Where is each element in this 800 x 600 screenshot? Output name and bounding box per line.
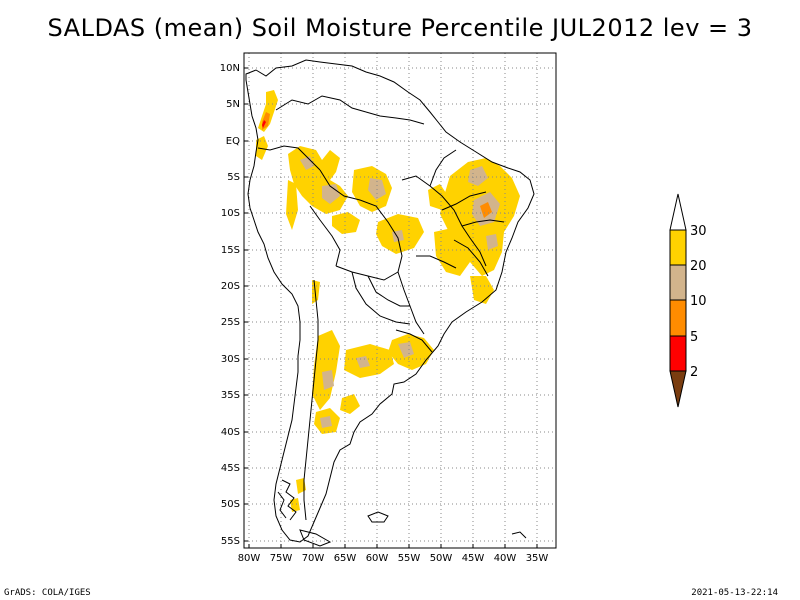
lat-label: EQ — [226, 136, 240, 147]
latitude-labels: 10N 5N EQ 5S 10S 15S 20S 25S 30S 35S 40S… — [220, 63, 240, 547]
map-title: SALDAS (mean) Soil Moisture Percentile J… — [47, 14, 753, 42]
lat-label: 35S — [221, 390, 240, 401]
border-paraguay — [367, 275, 410, 307]
lon-label: 75W — [270, 553, 293, 564]
lon-label: 40W — [494, 553, 517, 564]
colorbar: 2 5 10 20 30 — [669, 193, 707, 408]
shade-rondonia — [332, 212, 360, 234]
border-guianas — [365, 111, 425, 125]
colorbar-label: 5 — [690, 330, 698, 345]
shade-goias — [434, 228, 470, 276]
lat-label: 10N — [220, 63, 240, 74]
shade-pampas — [344, 344, 394, 378]
lat-label: 15S — [221, 245, 240, 256]
lon-label: 60W — [366, 553, 389, 564]
lat-label: 30S — [221, 354, 240, 365]
colorbar-label: 20 — [690, 259, 707, 274]
lat-label: 5N — [226, 99, 240, 110]
lon-label: 45W — [462, 553, 485, 564]
lat-label: 40S — [221, 427, 240, 438]
colorbar-high-triangle — [669, 193, 687, 231]
timestamp: 2021-05-13-22:14 — [691, 588, 778, 598]
lat-label: 55S — [221, 536, 240, 547]
lat-label: 10S — [221, 208, 240, 219]
lon-label: 65W — [334, 553, 357, 564]
colorbar-label: 30 — [690, 224, 707, 239]
coastlines-and-borders — [245, 59, 535, 547]
map-frame — [243, 52, 557, 549]
colorbar-label: 2 — [690, 365, 698, 380]
shade-argentina-west — [312, 330, 340, 410]
longitude-labels: 80W 75W 70W 65W 60W 55W 50W 45W 40W 35W — [238, 553, 549, 564]
lon-label: 80W — [238, 553, 261, 564]
lat-label: 45S — [221, 463, 240, 474]
colorbar-bin-2-5 — [669, 335, 687, 372]
colorbar-bin-20-30 — [669, 229, 687, 266]
lon-label: 50W — [430, 553, 453, 564]
border-chile-argentina — [303, 279, 319, 521]
colorbar-low-triangle — [669, 370, 687, 408]
lat-label: 5S — [227, 172, 240, 183]
border-uruguay — [395, 329, 433, 353]
shade-minas — [470, 276, 494, 304]
border-colombia-peru — [257, 145, 321, 171]
shade-andes — [286, 180, 298, 230]
shade-ecuador — [256, 136, 268, 160]
lon-label: 55W — [398, 553, 421, 564]
lat-label: 50S — [221, 499, 240, 510]
lon-label: 35W — [526, 553, 549, 564]
colorbar-bin-10-20 — [669, 264, 687, 301]
border-argentina-north — [351, 271, 411, 325]
colorbar-bin-5-10 — [669, 299, 687, 337]
continent-coastline — [245, 59, 535, 543]
falklands — [367, 511, 389, 523]
border-brazil-states — [401, 175, 487, 267]
lat-label: 25S — [221, 317, 240, 328]
tierra-del-fuego — [299, 529, 332, 547]
border-peru-bolivia — [309, 205, 341, 267]
lat-label: 20S — [221, 281, 240, 292]
colorbar-label: 10 — [690, 294, 707, 309]
lat-lon-grid — [244, 53, 556, 548]
lon-label: 70W — [302, 553, 325, 564]
grads-credit: GrADS: COLA/IGES — [4, 588, 91, 598]
border-venezuela — [275, 95, 367, 113]
